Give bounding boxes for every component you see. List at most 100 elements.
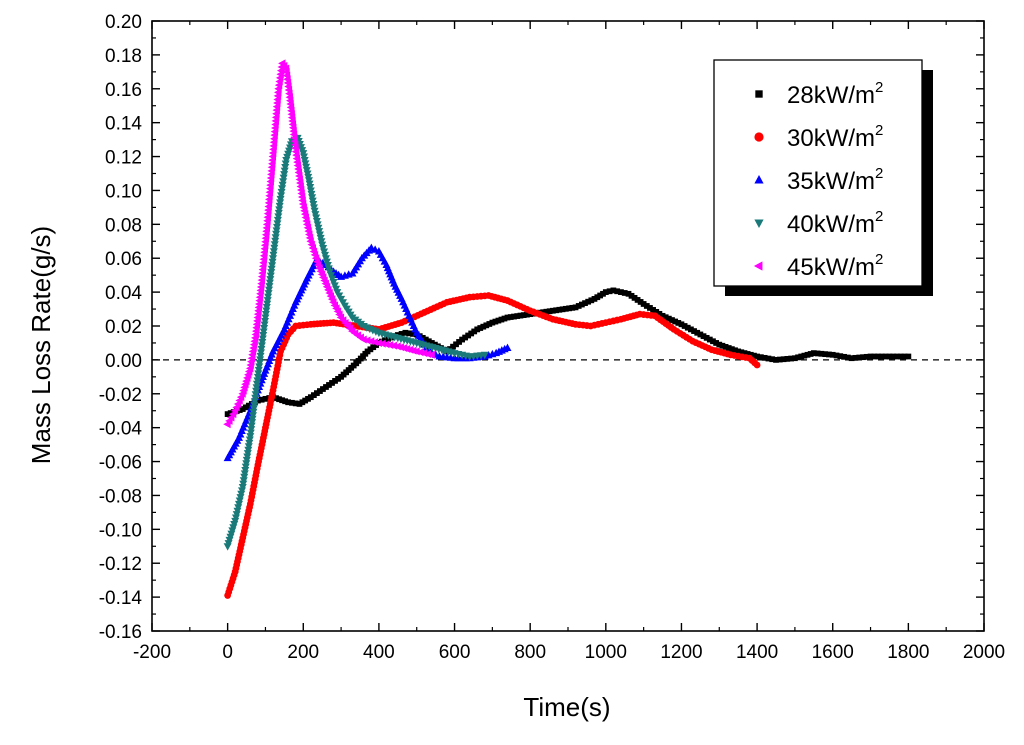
data-point (427, 350, 435, 359)
data-point (260, 324, 269, 333)
data-point (653, 308, 660, 315)
data-point (784, 355, 791, 362)
data-point (610, 287, 617, 294)
data-point (621, 290, 628, 296)
data-point (256, 356, 265, 364)
data-point (511, 313, 517, 320)
data-point (250, 398, 259, 406)
data-point (419, 349, 428, 358)
data-point (256, 352, 265, 361)
data-point (258, 338, 267, 347)
data-point (335, 375, 341, 382)
y-tick-label: -0.10 (99, 520, 142, 541)
data-point (398, 331, 405, 337)
data-point (569, 304, 576, 311)
data-point (588, 297, 595, 304)
data-point (234, 504, 243, 512)
data-point (231, 517, 240, 526)
data-point (255, 397, 261, 404)
data-point (273, 220, 282, 228)
data-point (262, 307, 271, 315)
data-point (517, 312, 524, 319)
data-point (450, 343, 456, 350)
data-point (260, 321, 269, 329)
data-point (606, 288, 613, 295)
data-point (242, 460, 251, 468)
data-point (254, 366, 263, 375)
legend-marker (754, 219, 764, 229)
legend-label-text: 28kW/m (787, 82, 875, 109)
data-point (263, 297, 272, 305)
data-point (602, 289, 609, 295)
data-point (323, 384, 329, 390)
x-tick-label: 600 (439, 642, 471, 663)
data-point (252, 387, 261, 396)
data-point (359, 335, 367, 344)
y-tick-label: 0.04 (105, 283, 142, 304)
data-point (675, 320, 682, 326)
data-point (310, 392, 317, 399)
data-point (419, 334, 426, 341)
data-point (259, 331, 268, 340)
data-point (578, 301, 585, 308)
series-4 (223, 134, 489, 551)
data-point (245, 436, 254, 444)
data-point (507, 314, 514, 320)
data-point (456, 339, 462, 345)
data-point (423, 349, 432, 358)
data-point (282, 398, 288, 405)
data-point (860, 354, 866, 361)
y-axis: -0.16 -0.14 -0.12 -0.10 -0.08 -0.06 -0.04 -0.02… (99, 12, 984, 643)
data-point (240, 470, 249, 478)
data-point (562, 305, 569, 312)
data-point (462, 334, 469, 341)
data-point (572, 304, 579, 311)
y-tick-label: -0.08 (99, 486, 142, 507)
legend-entry: 45kW/m2 (753, 251, 883, 281)
data-point (270, 244, 279, 253)
data-point (428, 340, 435, 346)
data-point (678, 321, 685, 328)
data-point (665, 315, 672, 322)
data-point (273, 395, 279, 402)
data-point (231, 514, 240, 522)
data-point (818, 350, 825, 357)
data-point (227, 410, 234, 416)
data-point (267, 265, 276, 274)
y-tick-label: 0.02 (105, 317, 142, 338)
data-point (841, 353, 847, 360)
data-point (245, 402, 252, 409)
data-point (233, 507, 242, 516)
data-point (307, 394, 314, 401)
data-point (244, 446, 253, 455)
data-point (879, 353, 885, 360)
data-point (425, 338, 432, 345)
data-point (240, 473, 249, 482)
data-point (501, 315, 508, 322)
data-point (242, 404, 249, 411)
legend-label-text: 45kW/m (787, 254, 875, 281)
data-point (246, 433, 255, 441)
data-point (379, 338, 385, 345)
data-point (719, 342, 726, 349)
legend-label: 45kW/m2 (787, 251, 883, 281)
data-point (247, 426, 256, 434)
legend-superscript: 2 (875, 208, 883, 225)
data-point (769, 356, 776, 363)
data-point (268, 258, 277, 267)
data-point (238, 483, 247, 492)
data-point (807, 351, 814, 357)
data-point (263, 300, 272, 308)
data-point (625, 290, 632, 297)
data-point (274, 209, 283, 218)
legend-superscript: 2 (875, 251, 883, 268)
data-point (582, 300, 588, 307)
data-point (795, 354, 801, 361)
data-point (422, 336, 429, 343)
data-point (244, 443, 253, 451)
data-point (246, 429, 255, 438)
data-point (465, 332, 472, 339)
data-point (471, 328, 478, 335)
